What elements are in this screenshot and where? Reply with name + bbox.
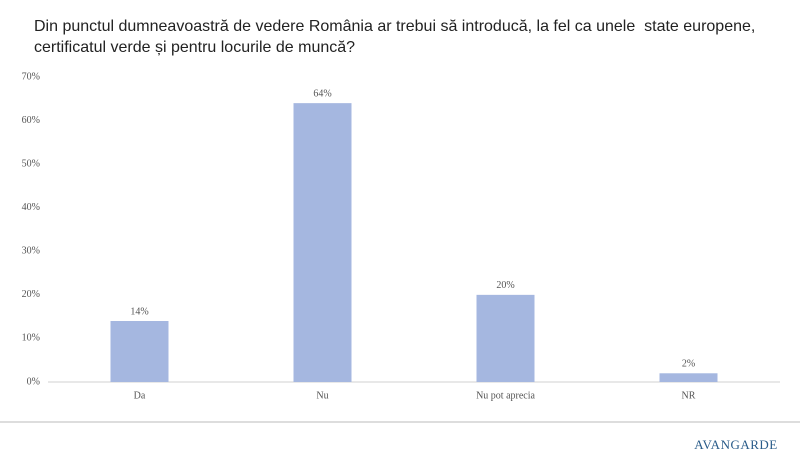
y-tick-label: 50% xyxy=(22,158,40,169)
bar xyxy=(659,373,718,382)
value-label: 64% xyxy=(313,88,331,99)
bar xyxy=(293,103,352,383)
bar xyxy=(476,294,535,382)
y-tick-label: 20% xyxy=(22,289,40,300)
x-tick-label: Da xyxy=(134,390,146,401)
value-label: 14% xyxy=(130,306,148,317)
value-label: 2% xyxy=(682,359,695,370)
logo: AVANGARDE xyxy=(694,437,777,452)
bar xyxy=(110,321,169,382)
y-tick-label: 10% xyxy=(22,333,40,344)
y-tick-label: 30% xyxy=(22,246,40,257)
y-tick-label: 70% xyxy=(22,71,40,82)
y-tick-label: 40% xyxy=(22,202,40,213)
x-tick-label: Nu pot aprecia xyxy=(476,390,535,401)
x-tick-label: Nu xyxy=(316,390,328,401)
x-tick-label: NR xyxy=(682,390,696,401)
chart-title: Din punctul dumneavoastră de vedere Româ… xyxy=(34,18,760,56)
y-tick-label: 60% xyxy=(22,115,40,126)
value-label: 20% xyxy=(496,280,514,291)
y-tick-label: 0% xyxy=(27,376,40,387)
